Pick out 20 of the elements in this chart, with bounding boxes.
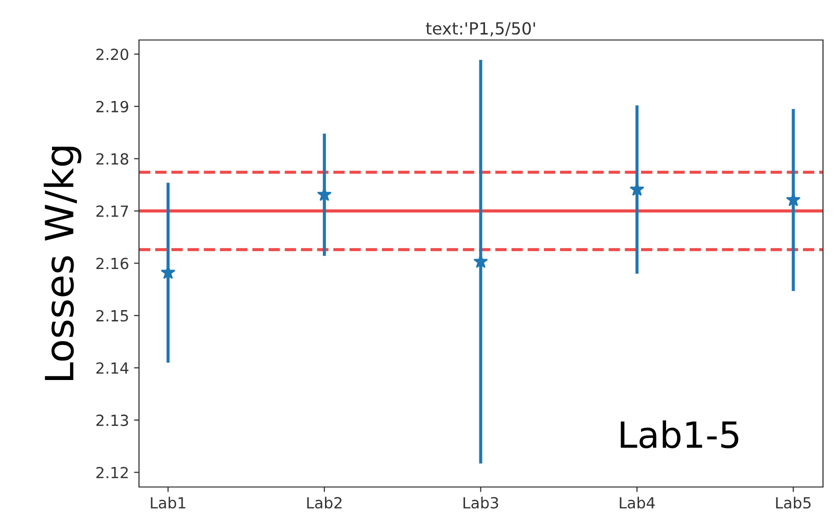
point [317,187,332,202]
x-tick-label: Lab5 [776,496,811,509]
y-tick-label: 2.13 [96,414,128,426]
annotation: Lab1-5 [620,420,738,448]
x-tick-label: Lab3 [464,496,498,509]
y-tick-label: 2.14 [96,362,128,374]
y-tick-label: 2.18 [96,153,128,165]
point [473,254,488,268]
y-tick-label: 2.12 [96,466,128,478]
y-tick-label: 2.16 [96,258,128,270]
y-axis-title: Losses W/kg [44,146,82,380]
y-tick-label: 2.19 [96,100,128,112]
x-tick-label: Lab1 [150,496,186,509]
y-tick-label: 2.17 [96,205,128,217]
chart-title: text:'P1,5/50' [426,22,535,36]
x-tick-label: Lab4 [620,496,655,509]
x-tick-label: Lab2 [307,496,342,509]
y-tick-label: 2.15 [96,310,128,322]
y-tick-label: 2.20 [96,48,128,60]
point [160,265,176,279]
